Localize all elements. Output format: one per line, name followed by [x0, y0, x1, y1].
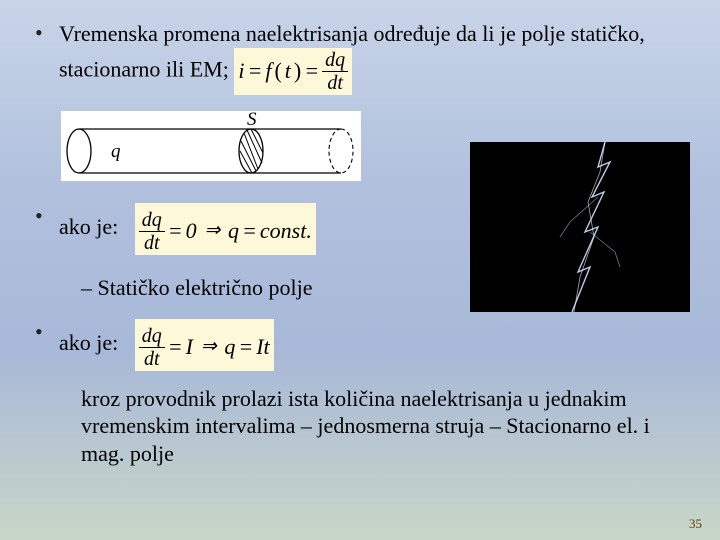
eq1-den: dt [322, 72, 348, 93]
eq2-qrhs: const. [260, 217, 312, 245]
lightning-image [470, 142, 690, 312]
eq-sign: = [168, 333, 183, 361]
bullet-1: • Vremenska promena naelektrisanja određ… [35, 20, 685, 95]
tail-text: kroz provodnik prolazi ista količina nae… [35, 385, 685, 468]
eq2-frac: dq dt [139, 210, 165, 253]
label-S: S [247, 109, 257, 131]
page-number: 35 [689, 516, 702, 532]
bullet-1-text: Vremenska promena naelektrisanja određuj… [59, 20, 685, 95]
eq2-rhs: 0 [186, 217, 197, 245]
eq-sign: = [238, 333, 253, 361]
eq3-q: q [224, 333, 235, 361]
eq-sign: = [168, 217, 183, 245]
implies-icon: ⇒ [200, 219, 225, 243]
eq3-I: I [186, 333, 193, 361]
eq1-frac: dq dt [322, 50, 348, 93]
formula-2: dq dt = 0 ⇒ q = const. [135, 203, 316, 255]
eq-sign: = [304, 57, 319, 85]
eq3-It: It [256, 333, 269, 361]
bullet-dot: • [35, 203, 59, 255]
eq1-f: f [265, 57, 271, 85]
eq3-den: dt [139, 348, 165, 369]
eq1-pc: ) [294, 57, 301, 85]
bullet-dot: • [35, 319, 59, 371]
eq2-num: dq [139, 210, 165, 232]
implies-icon: ⇒ [196, 335, 221, 359]
eq2-qlhs: q [228, 217, 239, 245]
b3-text: ako je: [59, 330, 118, 355]
eq2-den: dt [139, 232, 165, 253]
eq1-num: dq [322, 50, 348, 72]
eq-sign: = [242, 217, 257, 245]
bullet-3: • ako je: dq dt = I ⇒ q = It [35, 319, 685, 371]
b2-text: ako je: [59, 214, 118, 239]
cylinder-diagram: S q [61, 111, 361, 181]
eq1-po: ( [274, 57, 281, 85]
formula-1: i = f (t) = dq dt [234, 48, 352, 95]
formula-3: dq dt = I ⇒ q = It [135, 319, 274, 371]
bullet-3-text: ako je: dq dt = I ⇒ q = It [59, 319, 685, 371]
label-q: q [111, 141, 121, 163]
eq3-frac: dq dt [139, 326, 165, 369]
eq1-arg: t [285, 57, 291, 85]
eq-sign: = [247, 57, 262, 85]
eq3-num: dq [139, 326, 165, 348]
eq1-lhs: i [238, 57, 244, 85]
bullet-dot: • [35, 20, 59, 95]
